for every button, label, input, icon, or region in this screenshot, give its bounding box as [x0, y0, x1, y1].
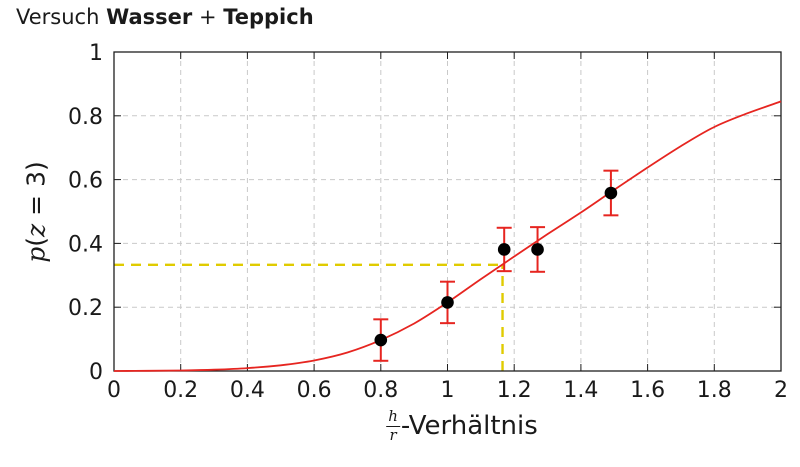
title-text-part: Versuch — [16, 5, 107, 29]
x-tick-label: 0.6 — [297, 378, 332, 403]
y-tick-label: 0.6 — [68, 169, 103, 194]
data-point — [604, 186, 618, 200]
fraction-denominator: r — [389, 425, 397, 444]
title-text-part: Teppich — [223, 5, 314, 29]
x-tick-labels: 0 0.2 0.4 0.6 0.8 1 1.2 1.4 1.6 1.8 2 — [107, 378, 788, 403]
y-tick-labels: 0 0.2 0.4 0.6 0.8 1 — [68, 41, 103, 385]
y-axis-label: p(z = 3) — [22, 161, 51, 262]
y-tick-label: 0.4 — [68, 232, 103, 257]
y-tick-label: 0 — [89, 360, 103, 385]
y-tick-label: 0.8 — [68, 105, 103, 130]
x-tick-label: 2 — [774, 378, 788, 403]
data-points — [374, 186, 618, 347]
grid-lines — [114, 52, 781, 371]
data-point — [374, 333, 388, 347]
x-tick-label: 1.8 — [697, 378, 732, 403]
x-tick-label: 0.4 — [230, 378, 265, 403]
fraction-numerator: h — [386, 407, 400, 427]
reference-lines — [114, 263, 504, 371]
data-point — [441, 296, 454, 309]
data-point — [497, 243, 511, 256]
title-text-part: + — [192, 5, 224, 29]
data-point — [531, 243, 544, 256]
x-tick-label: 1.6 — [630, 378, 665, 403]
x-tick-label: 1 — [441, 378, 455, 403]
figure-title: Versuch Wasser + Teppich — [16, 5, 314, 30]
x-axis-label-text: -Verhältnis — [400, 411, 538, 442]
title-text-part: Wasser — [106, 5, 193, 29]
x-tick-label: 0 — [107, 378, 121, 403]
y-axis-label-part: = 3) — [21, 161, 51, 224]
x-tick-label: 0.2 — [163, 378, 198, 403]
y-axis-label-part: ( — [21, 236, 51, 247]
y-axis-label-part: z — [21, 223, 51, 237]
x-axis-label: h r -Verhältnis — [386, 407, 538, 444]
x-tick-label: 0.8 — [363, 378, 398, 403]
y-tick-label: 0.2 — [68, 296, 103, 321]
y-axis-label-part: p — [21, 246, 51, 263]
y-tick-label: 1 — [89, 41, 103, 66]
axis-ticks — [113, 51, 782, 372]
x-tick-label: 1.4 — [563, 378, 598, 403]
x-tick-label: 1.2 — [497, 378, 532, 403]
